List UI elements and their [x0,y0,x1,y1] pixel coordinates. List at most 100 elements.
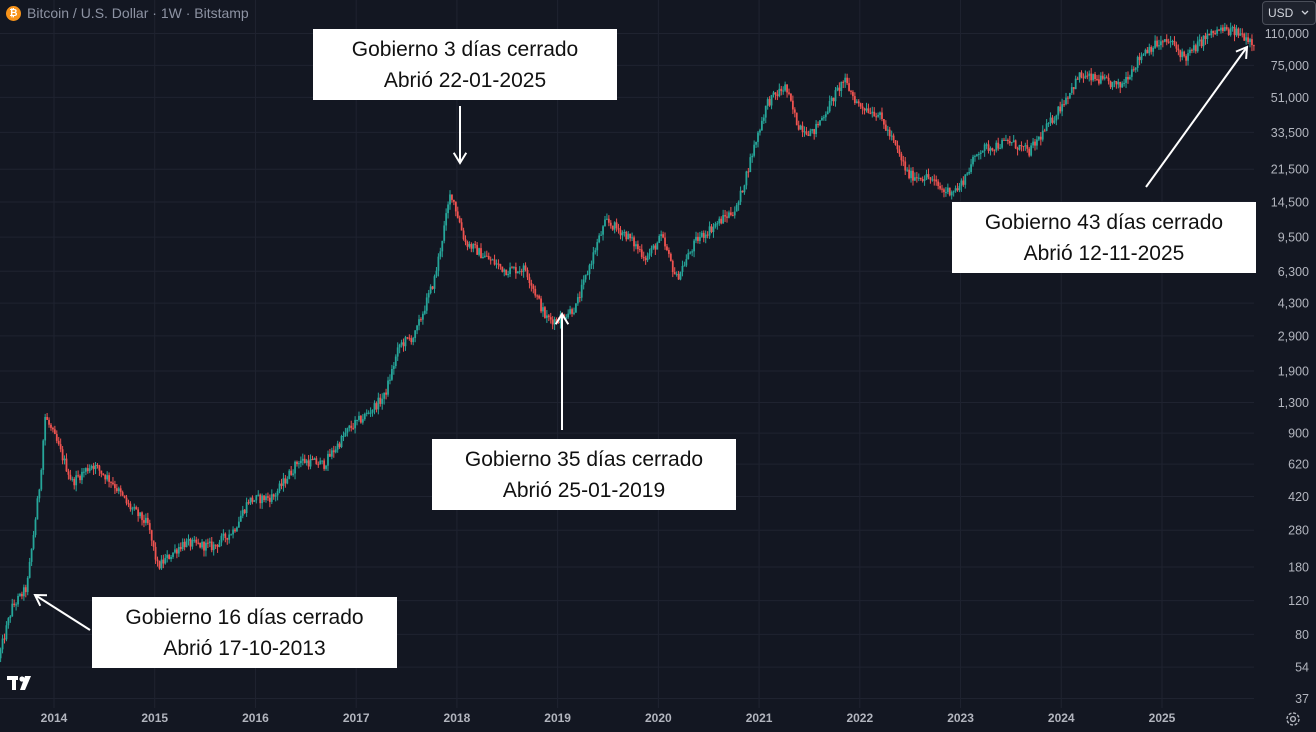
gear-icon[interactable] [1284,710,1302,728]
candle-body [807,134,810,136]
candle-body [782,90,785,92]
candle-body [1247,37,1249,43]
candle-body [762,117,765,121]
candle-body [741,190,744,193]
candle-body [195,539,198,543]
annotation-line-2: Abrió 17-10-2013 [163,637,326,660]
candle-body [1026,145,1029,149]
candle-body [414,330,417,339]
candle-body [1218,29,1220,31]
candle-body [749,157,752,173]
candle-body [420,319,422,321]
candle-body [793,109,796,113]
candle-body [214,544,217,546]
candle-body [237,521,240,528]
candle-body [30,548,33,562]
candle-body [497,263,500,265]
candle-body [536,295,539,297]
currency-selector[interactable]: USD [1262,1,1316,25]
candle-body [1088,73,1091,76]
candle-body [780,88,783,92]
candle-body [718,218,721,224]
candle-body [1208,33,1211,36]
candle-body [886,129,889,131]
candle-body [319,460,322,465]
tradingview-logo-icon[interactable] [7,674,39,692]
candle-body [871,111,874,114]
candle-body [524,265,527,270]
candle-body [1177,48,1180,51]
candle-body [1179,50,1182,58]
candle-body [904,161,907,171]
x-tick-label: 2019 [544,711,571,725]
candle-body [569,309,572,314]
candle-body [840,81,843,92]
candle-body [842,81,845,83]
candle-body [838,87,841,92]
candle-body [735,205,738,212]
candle-body [689,252,692,254]
candle-body [801,125,804,133]
candle-body [859,103,862,107]
x-tick-label: 2015 [141,711,168,725]
candle-body [939,185,941,189]
candle-body [1094,74,1096,80]
candle-body [222,533,225,536]
candle-body [950,192,953,196]
candle-body [507,274,510,276]
candle-body [706,234,709,236]
candle-body [174,549,176,553]
candle-body [1171,40,1174,42]
candle-body [423,310,426,314]
candle-body [923,179,926,181]
arrow-head [452,152,468,165]
candle-body [1252,45,1255,47]
candle-body [218,542,221,547]
candle-body [332,450,335,453]
candle-body [648,253,651,256]
candle-body [621,232,624,236]
candle-body [197,542,200,544]
candle-body [282,478,285,486]
x-tick-label: 2025 [1149,711,1176,725]
candle-body [268,497,271,502]
candle-body [972,156,974,165]
candle-body [201,541,203,548]
candle-body [656,242,659,250]
candle-body [472,244,475,249]
candle-body [991,148,994,151]
candle-body [919,177,922,179]
candle-body [937,181,940,186]
candle-body [809,130,812,136]
annotation-line-1: Gobierno 16 días cerrado [125,606,364,629]
candle-body [1148,47,1151,54]
candle-body [1206,33,1209,40]
candle-body [791,100,794,110]
candle-body [1045,123,1048,131]
candle-body [104,474,107,480]
candle-body [1138,56,1141,61]
candle-body [208,541,211,544]
candle-body [98,465,101,471]
candle-body [88,468,91,472]
candle-body [1144,49,1147,55]
candle-body [681,266,684,272]
candle-body [389,379,391,381]
candle-body [1175,44,1178,49]
candle-body [1003,139,1005,141]
candle-body [81,471,83,481]
candle-body [538,295,541,299]
candle-body [1053,120,1056,123]
candle-body [881,112,883,119]
candle-body [1225,27,1228,30]
candle-body [929,177,932,180]
candle-body [828,101,831,112]
candle-body [1092,74,1095,81]
candle-body [664,237,666,247]
candle-body [1200,39,1203,47]
candle-body [83,471,85,473]
x-tick-label: 2018 [444,711,471,725]
candle-body [1198,39,1201,42]
x-axis: 2014 2015 2016 2017 2018 2019 2020 2021 2022 2023… [41,711,1176,725]
candle-body [642,256,645,258]
